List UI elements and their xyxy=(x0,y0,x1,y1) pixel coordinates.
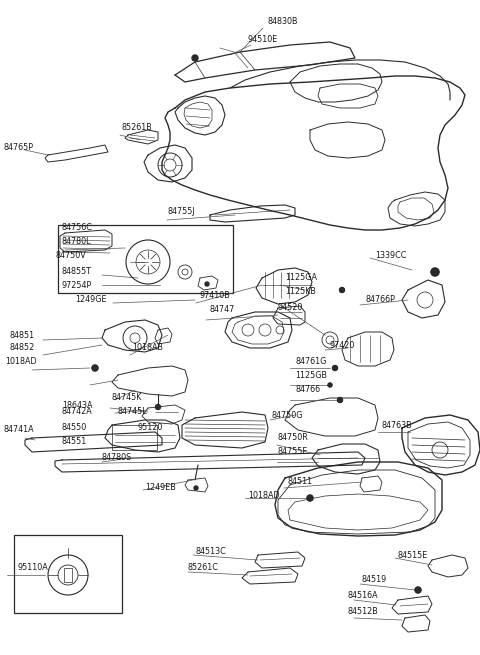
Text: 84519: 84519 xyxy=(362,576,387,584)
Text: 84756C: 84756C xyxy=(62,223,93,233)
Text: 1018AD: 1018AD xyxy=(5,358,36,367)
Circle shape xyxy=(333,365,337,371)
Text: 84750G: 84750G xyxy=(272,411,303,419)
Text: 84512B: 84512B xyxy=(348,607,379,616)
Text: 84852: 84852 xyxy=(10,343,35,352)
Bar xyxy=(58,225,233,293)
Text: 1339CC: 1339CC xyxy=(375,250,407,259)
Text: 84763B: 84763B xyxy=(382,421,413,430)
Text: 84761G: 84761G xyxy=(295,358,326,367)
Text: 94520: 94520 xyxy=(278,303,303,312)
Circle shape xyxy=(205,282,209,286)
Text: 84780S: 84780S xyxy=(102,453,132,462)
Text: 84830B: 84830B xyxy=(268,18,299,26)
Circle shape xyxy=(431,268,439,276)
Text: 1125GB: 1125GB xyxy=(295,371,327,379)
Circle shape xyxy=(156,405,160,409)
Circle shape xyxy=(328,383,332,387)
Text: 84750V: 84750V xyxy=(55,250,86,259)
Circle shape xyxy=(337,398,343,403)
Circle shape xyxy=(415,587,421,593)
Text: 1249GE: 1249GE xyxy=(75,295,107,305)
Bar xyxy=(64,568,72,582)
Text: 84513C: 84513C xyxy=(196,548,227,557)
Text: 84766P: 84766P xyxy=(365,295,395,305)
Text: 84741A: 84741A xyxy=(4,426,35,434)
Text: 84551: 84551 xyxy=(62,438,87,447)
Circle shape xyxy=(307,495,313,501)
Bar xyxy=(14,535,122,613)
Text: 84851: 84851 xyxy=(10,331,35,339)
Text: 84550: 84550 xyxy=(62,424,87,432)
Text: 97254P: 97254P xyxy=(62,280,92,290)
Text: 84755J: 84755J xyxy=(168,208,196,217)
Text: 1018AD: 1018AD xyxy=(248,491,280,500)
Text: 1125GA: 1125GA xyxy=(285,274,317,282)
Text: 84745K: 84745K xyxy=(112,394,143,403)
Circle shape xyxy=(194,486,198,490)
Text: 1018AB: 1018AB xyxy=(132,343,163,352)
Text: 85261C: 85261C xyxy=(188,563,219,572)
Text: 84766: 84766 xyxy=(295,386,320,394)
Text: 95110A: 95110A xyxy=(18,563,49,572)
Text: 85261B: 85261B xyxy=(122,124,153,132)
Text: 84742A: 84742A xyxy=(62,407,93,417)
Bar xyxy=(112,425,157,450)
Text: 84745L: 84745L xyxy=(118,407,148,417)
Text: 84515E: 84515E xyxy=(398,550,428,559)
Text: 94510E: 94510E xyxy=(248,35,278,45)
Circle shape xyxy=(92,365,98,371)
Text: 84750R: 84750R xyxy=(278,434,309,443)
Text: 84855T: 84855T xyxy=(62,267,92,276)
Text: 84516A: 84516A xyxy=(348,591,379,601)
Text: 84511: 84511 xyxy=(288,477,313,487)
Text: 1125KB: 1125KB xyxy=(285,288,316,297)
Text: 18643A: 18643A xyxy=(62,400,93,409)
Text: 97420: 97420 xyxy=(330,341,355,350)
Circle shape xyxy=(339,288,345,293)
Text: 84747: 84747 xyxy=(210,305,235,314)
Text: 84755E: 84755E xyxy=(278,447,308,457)
Text: 84780L: 84780L xyxy=(62,238,92,246)
Text: 1249EB: 1249EB xyxy=(145,483,176,493)
Text: 84765P: 84765P xyxy=(4,143,34,153)
Text: 95120: 95120 xyxy=(138,424,163,432)
Text: 97410B: 97410B xyxy=(200,291,231,299)
Circle shape xyxy=(192,55,198,61)
